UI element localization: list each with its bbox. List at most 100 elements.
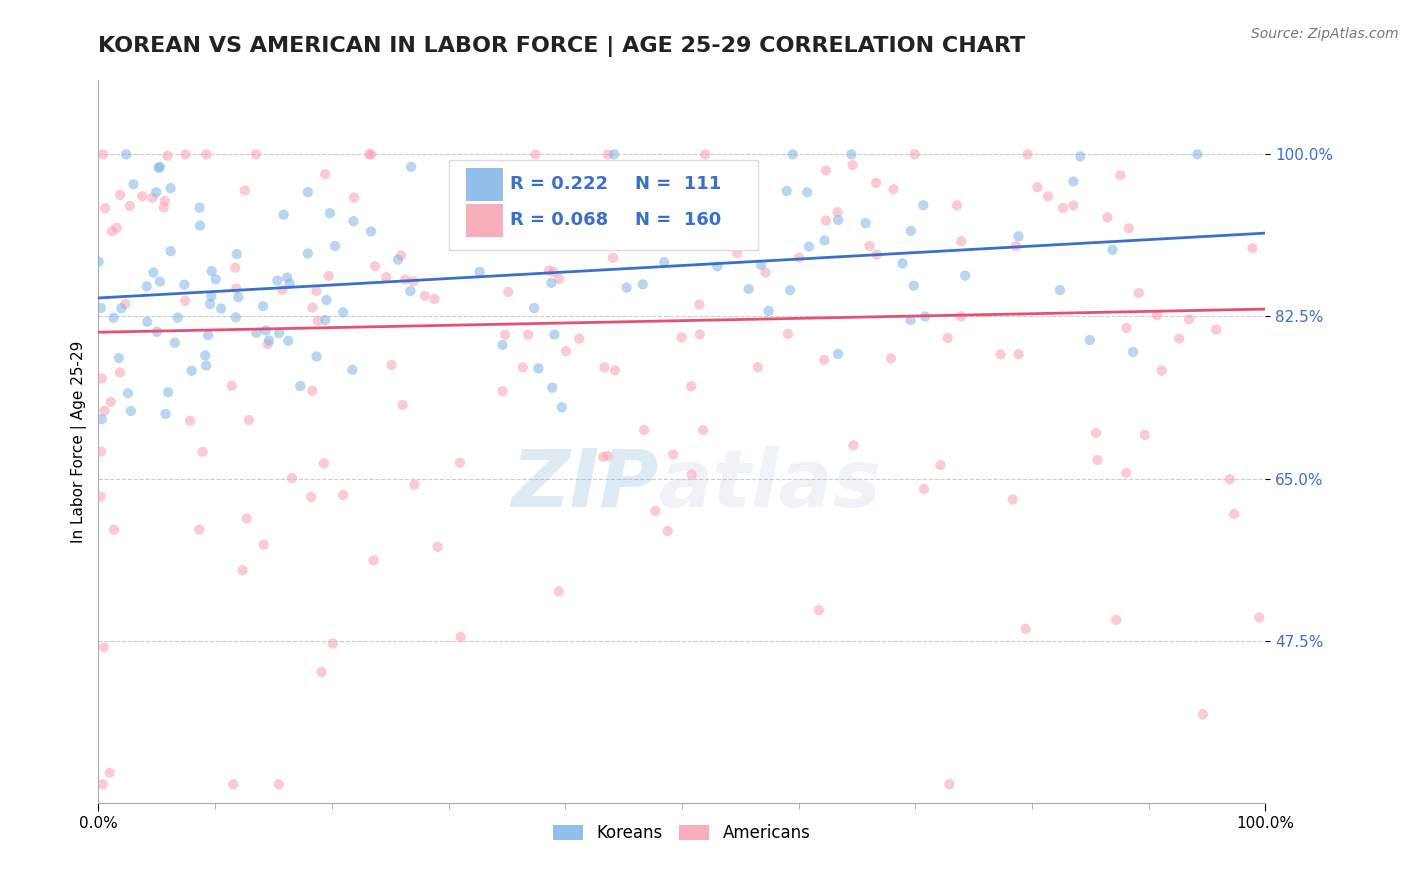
Text: R = 0.222: R = 0.222	[510, 176, 609, 194]
Text: N =  111: N = 111	[636, 176, 721, 194]
Koreans	[1069, 149, 1091, 163]
Americans	[235, 511, 257, 525]
Americans	[1205, 322, 1227, 336]
Americans	[174, 147, 197, 161]
Americans	[238, 413, 260, 427]
Koreans	[616, 280, 638, 294]
Americans	[1014, 622, 1036, 636]
Koreans	[157, 385, 180, 400]
Koreans	[841, 147, 863, 161]
Americans	[1128, 285, 1150, 300]
Koreans	[146, 325, 169, 339]
Americans	[704, 235, 727, 250]
Koreans	[491, 338, 513, 352]
Americans	[1052, 201, 1074, 215]
Americans	[1223, 507, 1246, 521]
Americans	[602, 251, 624, 265]
Koreans	[149, 160, 172, 174]
Koreans	[277, 334, 299, 348]
Americans	[450, 630, 472, 644]
Americans	[1249, 610, 1271, 624]
Americans	[311, 665, 333, 680]
Koreans	[903, 278, 925, 293]
Koreans	[1049, 283, 1071, 297]
Americans	[118, 199, 141, 213]
Koreans	[782, 147, 804, 161]
Koreans	[145, 185, 167, 199]
Americans	[314, 167, 336, 181]
Americans	[332, 488, 354, 502]
Text: KOREAN VS AMERICAN IN LABOR FORCE | AGE 25-29 CORRELATION CHART: KOREAN VS AMERICAN IN LABOR FORCE | AGE …	[98, 36, 1025, 57]
Americans	[946, 198, 969, 212]
Americans	[1036, 189, 1059, 203]
Koreans	[399, 284, 422, 298]
Americans	[572, 220, 595, 235]
Koreans	[527, 361, 550, 376]
Koreans	[195, 359, 218, 373]
Americans	[152, 200, 174, 214]
Koreans	[225, 310, 247, 325]
Koreans	[155, 407, 177, 421]
Koreans	[290, 379, 312, 393]
Americans	[1007, 347, 1029, 361]
Americans	[1017, 147, 1039, 161]
Americans	[156, 149, 179, 163]
Koreans	[110, 301, 132, 316]
Americans	[555, 344, 578, 359]
Koreans	[173, 277, 195, 292]
Americans	[191, 445, 214, 459]
Americans	[491, 384, 513, 399]
FancyBboxPatch shape	[465, 168, 503, 201]
Koreans	[468, 265, 491, 279]
Koreans	[201, 264, 224, 278]
Koreans	[209, 301, 232, 316]
Americans	[681, 379, 703, 393]
Americans	[90, 371, 112, 385]
Koreans	[737, 282, 759, 296]
Text: N =  160: N = 160	[636, 211, 721, 229]
Americans	[1219, 472, 1241, 486]
Americans	[105, 220, 128, 235]
Americans	[1001, 492, 1024, 507]
Koreans	[776, 184, 799, 198]
Koreans	[269, 326, 291, 340]
Americans	[1146, 308, 1168, 322]
Americans	[938, 777, 960, 791]
Americans	[318, 268, 340, 283]
Americans	[375, 270, 398, 285]
Americans	[141, 191, 163, 205]
Koreans	[315, 293, 337, 307]
Americans	[256, 337, 278, 351]
Americans	[950, 235, 973, 249]
Americans	[359, 147, 381, 161]
Koreans	[914, 310, 936, 324]
Koreans	[612, 234, 634, 248]
Americans	[524, 147, 547, 161]
Koreans	[117, 386, 139, 401]
Koreans	[342, 214, 364, 228]
Americans	[936, 331, 959, 345]
Americans	[858, 239, 880, 253]
Americans	[671, 330, 693, 344]
Text: ZIP: ZIP	[512, 446, 658, 524]
Koreans	[273, 208, 295, 222]
Koreans	[115, 147, 138, 161]
Americans	[1115, 321, 1137, 335]
Koreans	[900, 313, 922, 327]
Americans	[688, 297, 710, 311]
Americans	[689, 327, 711, 342]
Americans	[389, 248, 412, 262]
Koreans	[603, 147, 626, 161]
Americans	[114, 297, 136, 311]
Americans	[1115, 466, 1137, 480]
Americans	[596, 147, 619, 161]
Americans	[517, 327, 540, 342]
Koreans	[827, 213, 849, 227]
Koreans	[245, 326, 267, 340]
Koreans	[399, 160, 422, 174]
Koreans	[891, 256, 914, 270]
Koreans	[103, 310, 125, 325]
Americans	[221, 378, 243, 392]
Americans	[725, 246, 748, 260]
Text: atlas: atlas	[658, 446, 882, 524]
